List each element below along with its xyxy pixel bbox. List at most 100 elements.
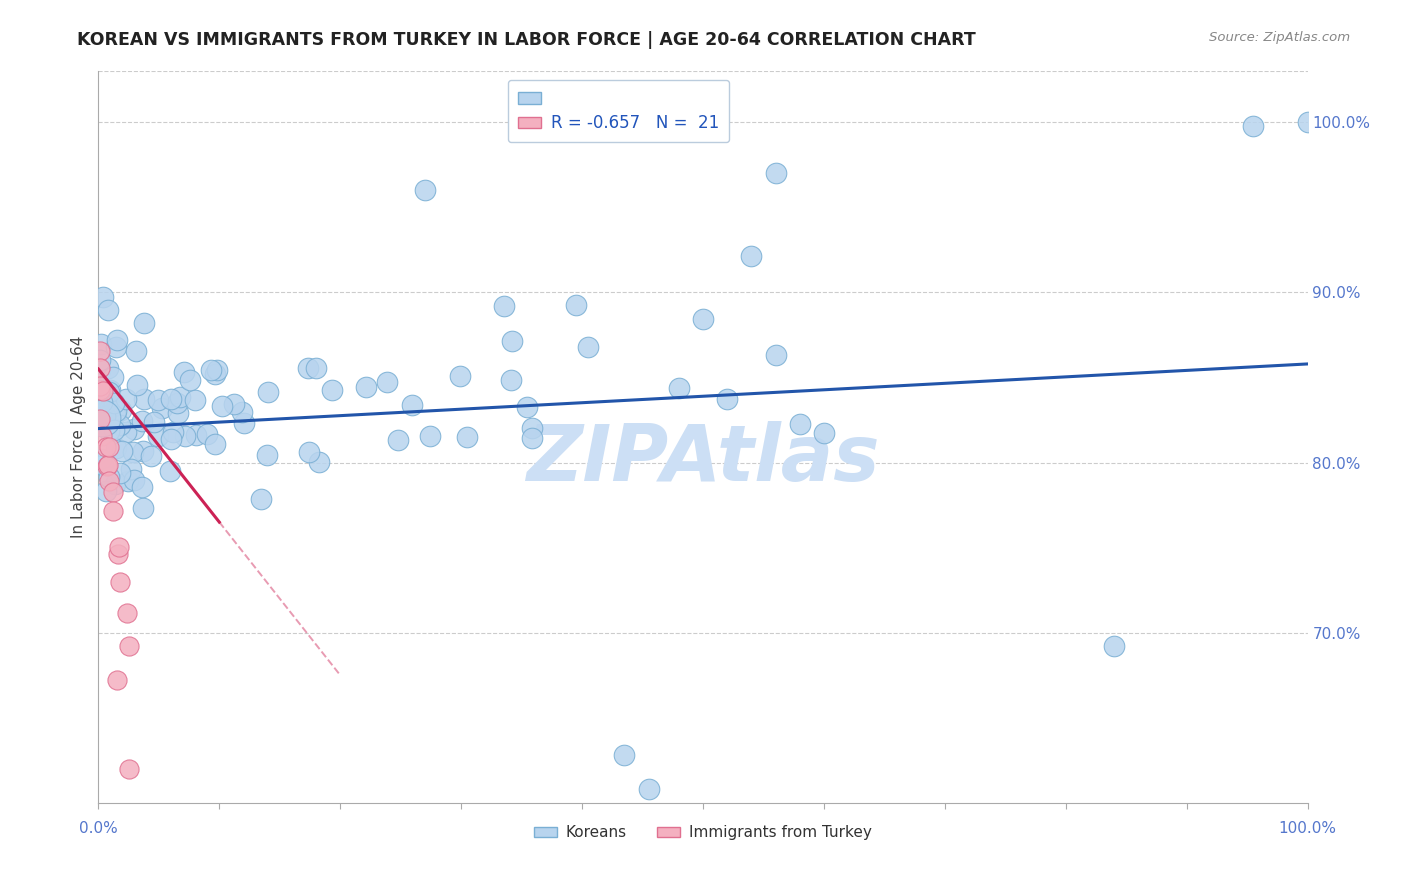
Point — [107, 333, 129, 347]
Text: 0.0%: 0.0% — [79, 821, 118, 836]
Point — [105, 673, 128, 688]
Point — [204, 436, 226, 450]
Point — [89, 343, 111, 358]
Point — [1241, 119, 1264, 133]
Point — [257, 384, 280, 399]
Point — [104, 441, 127, 455]
Point — [91, 411, 114, 425]
Point — [516, 401, 538, 415]
Point — [89, 383, 111, 397]
Point — [89, 383, 111, 397]
Point — [159, 464, 181, 478]
Point — [211, 399, 233, 413]
Point — [115, 606, 138, 620]
Text: 100.0%: 100.0% — [1278, 821, 1337, 836]
Point — [132, 444, 155, 458]
Point — [89, 361, 111, 376]
Point — [94, 441, 117, 455]
Point — [150, 401, 173, 415]
Point — [456, 430, 478, 444]
Point — [96, 391, 118, 405]
Point — [173, 429, 195, 443]
Point — [104, 404, 127, 418]
Point — [89, 364, 111, 378]
Point — [813, 426, 835, 441]
Point — [222, 397, 245, 411]
Point — [98, 383, 121, 397]
Point — [103, 423, 125, 437]
Point — [401, 398, 423, 412]
Point — [166, 395, 188, 409]
Point — [354, 380, 377, 394]
Point — [167, 406, 190, 420]
Point — [668, 381, 690, 395]
Point — [419, 429, 441, 443]
Point — [89, 411, 111, 425]
Point — [613, 748, 636, 763]
Point — [89, 378, 111, 392]
Point — [96, 418, 118, 433]
Point — [765, 166, 787, 180]
Point — [105, 340, 128, 354]
Point — [125, 344, 148, 359]
Point — [97, 361, 120, 376]
Point — [204, 367, 226, 381]
Point — [110, 402, 132, 417]
Point — [231, 405, 253, 419]
Point — [146, 429, 169, 443]
Point — [101, 369, 124, 384]
Point — [97, 303, 120, 318]
Point — [118, 639, 141, 653]
Point — [97, 474, 120, 488]
Point — [94, 395, 117, 409]
Point — [118, 762, 141, 776]
Point — [96, 399, 118, 413]
Point — [98, 424, 121, 438]
Y-axis label: In Labor Force | Age 20-64: In Labor Force | Age 20-64 — [72, 336, 87, 538]
Point — [97, 403, 120, 417]
Point — [520, 431, 543, 445]
Point — [159, 432, 181, 446]
Point — [94, 484, 117, 499]
Point — [93, 290, 115, 304]
Point — [122, 444, 145, 458]
Point — [103, 396, 125, 410]
Point — [139, 449, 162, 463]
Point — [101, 484, 124, 499]
Point — [298, 445, 321, 459]
Point — [375, 376, 398, 390]
Point — [121, 462, 143, 476]
Point — [134, 392, 156, 406]
Point — [90, 451, 112, 466]
Point — [716, 392, 738, 407]
Legend: Koreans, Immigrants from Turkey: Koreans, Immigrants from Turkey — [527, 819, 879, 847]
Point — [565, 297, 588, 311]
Point — [740, 249, 762, 263]
Text: Source: ZipAtlas.com: Source: ZipAtlas.com — [1209, 31, 1350, 45]
Point — [520, 421, 543, 435]
Point — [501, 373, 523, 387]
Point — [1102, 640, 1125, 654]
Point — [413, 183, 436, 197]
Point — [124, 422, 146, 436]
Point — [184, 428, 207, 442]
Text: ZIPAtlas: ZIPAtlas — [526, 421, 880, 497]
Point — [233, 416, 256, 430]
Point — [183, 392, 205, 407]
Point — [131, 414, 153, 428]
Point — [122, 473, 145, 487]
Point — [179, 373, 201, 387]
Point — [89, 353, 111, 368]
Point — [256, 448, 278, 462]
Point — [169, 390, 191, 404]
Point — [692, 311, 714, 326]
Point — [173, 365, 195, 379]
Point — [131, 500, 153, 515]
Point — [162, 425, 184, 439]
Point — [125, 378, 148, 392]
Point — [195, 427, 218, 442]
Point — [90, 389, 112, 403]
Point — [108, 466, 131, 480]
Point — [297, 361, 319, 376]
Point — [90, 337, 112, 351]
